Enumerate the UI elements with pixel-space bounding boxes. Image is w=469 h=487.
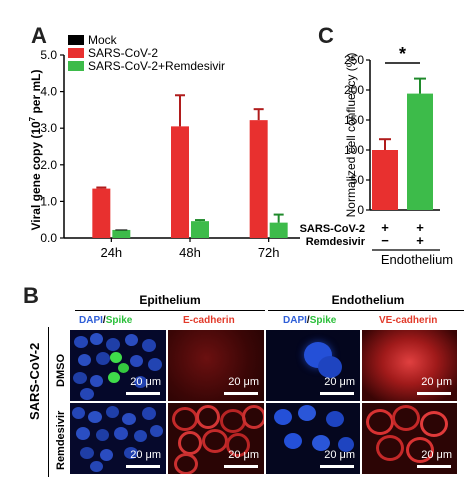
row-label-remdesivir: Remdesivir <box>55 410 67 470</box>
chart-a-bar <box>92 188 111 238</box>
micrograph-epi-dmso-dapi-spike: 20 μm <box>70 330 166 401</box>
chart-a-xtick-label: 24h <box>100 245 122 260</box>
chart-c: Normalized cell confluency (%) 0 50 100 150… <box>300 44 454 267</box>
chart-c-xlabel: Endothelium <box>381 252 453 267</box>
micrograph-endo-remdesivir-cadherin: 20 μm <box>362 403 457 474</box>
chart-a-legend-swatch <box>68 61 84 71</box>
chart-a-ytick-label: 0.0 <box>40 231 57 245</box>
chart-c-sig-star: * <box>399 44 406 64</box>
chart-a-bar <box>112 229 131 238</box>
chart-a-xtick-label: 48h <box>179 245 201 260</box>
channel-label-epi-cadherin: E-cadherin <box>183 315 235 326</box>
chart-a-ytick-label: 3.0 <box>40 121 57 135</box>
scale-label: 20 μm <box>324 449 355 461</box>
chart-c-ytick-label: 200 <box>344 83 364 97</box>
chart-a-ylabel: Viral gene copy (107 per mL) <box>28 70 43 231</box>
chart-c-ylabel: Normalized cell confluency (%) <box>344 53 358 218</box>
channel-label-endo-dapi-spike: DAPI/Spike <box>283 315 337 326</box>
chart-a: Viral gene copy (107 per mL) 0.0 1.0 2.0 3.… <box>28 33 300 260</box>
chart-c-condition-label: SARS-CoV-2 <box>300 223 365 235</box>
row-group-label: SARS-CoV-2 <box>27 342 42 420</box>
group-title-epithelium: Epithelium <box>139 293 201 307</box>
chart-a-legend-label: SARS-CoV-2 <box>88 46 158 60</box>
panel-label-c: C <box>318 23 334 48</box>
row-label-dmso: DMSO <box>55 354 67 387</box>
scale-bar <box>320 465 354 468</box>
scale-bar <box>320 392 354 395</box>
scale-bar <box>126 465 160 468</box>
chart-a-bar <box>269 222 288 238</box>
chart-c-bar <box>372 150 398 210</box>
group-bracket-epithelium <box>75 310 265 311</box>
micrograph-endo-remdesivir-dapi-spike: 20 μm <box>266 403 360 474</box>
chart-a-bar <box>171 126 189 238</box>
panel-label-b: B <box>23 283 39 308</box>
chart-a-legend-label: Mock <box>88 33 118 47</box>
chart-c-condition-sign: + <box>381 220 389 235</box>
scale-label: 20 μm <box>421 376 452 388</box>
panel-label-a: A <box>31 23 47 48</box>
chart-c-condition-sign: + <box>416 220 424 235</box>
scale-label: 20 μm <box>324 376 355 388</box>
chart-a-legend-swatch <box>68 35 84 45</box>
chart-c-bar <box>407 93 433 210</box>
chart-a-ytick-label: 4.0 <box>40 85 57 99</box>
scale-bar <box>126 392 160 395</box>
chart-a-ytick-label: 5.0 <box>40 48 57 62</box>
group-bracket-endothelium <box>268 310 464 311</box>
row-group-bracket <box>48 327 49 477</box>
chart-a-bar <box>191 221 209 238</box>
micrograph-epi-dmso-cadherin: 20 μm <box>168 330 264 401</box>
chart-c-ytick-label: 250 <box>344 53 364 67</box>
chart-c-ytick-label: 100 <box>344 143 364 157</box>
scale-bar <box>224 465 258 468</box>
scale-bar <box>417 465 451 468</box>
scale-label: 20 μm <box>228 376 259 388</box>
chart-a-bar <box>249 120 268 238</box>
scale-bar <box>417 392 451 395</box>
chart-a-legend-swatch <box>68 48 84 58</box>
micrograph-endo-dmso-dapi-spike: 20 μm <box>266 330 360 401</box>
chart-c-ytick-label: 150 <box>344 113 364 127</box>
chart-c-condition-sign: − <box>381 233 389 248</box>
micrograph-epi-remdesivir-cadherin: 20 μm <box>168 403 264 474</box>
micrograph-epi-remdesivir-dapi-spike: 20 μm <box>70 403 166 474</box>
chart-c-ytick-label: 50 <box>351 173 365 187</box>
micrograph-endo-dmso-cadherin: 20 μm <box>362 330 457 401</box>
chart-c-condition-label: Remdesivir <box>306 236 366 248</box>
channel-label-endo-cadherin: VE-cadherin <box>379 315 438 326</box>
scale-bar <box>224 392 258 395</box>
chart-a-legend-label: SARS-CoV-2+Remdesivir <box>88 59 225 73</box>
chart-c-ytick-label: 0 <box>357 203 364 217</box>
scale-label: 20 μm <box>130 376 161 388</box>
chart-a-ytick-label: 1.0 <box>40 194 57 208</box>
scale-label: 20 μm <box>228 449 259 461</box>
chart-a-xtick-label: 72h <box>258 245 280 260</box>
scale-label: 20 μm <box>421 449 452 461</box>
chart-c-condition-sign: + <box>416 233 424 248</box>
channel-label-epi-dapi-spike: DAPI/Spike <box>79 315 133 326</box>
chart-a-ytick-label: 2.0 <box>40 158 57 172</box>
group-title-endothelium: Endothelium <box>331 293 405 307</box>
scale-label: 20 μm <box>130 449 161 461</box>
